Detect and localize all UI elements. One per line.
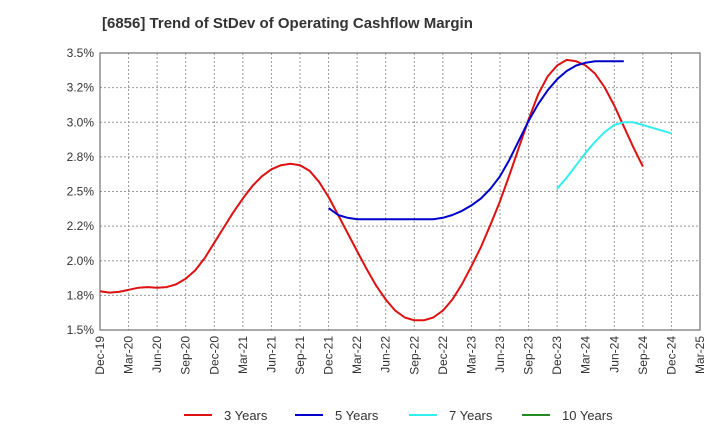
legend-item-3-years: 3 Years — [184, 404, 267, 426]
y-tick-label: 3.2% — [67, 81, 95, 95]
series-line-3-years — [99, 58, 644, 322]
legend-item-10-years: 10 Years — [522, 404, 613, 426]
x-tick-label: Sep-22 — [407, 336, 421, 375]
x-tick-label: Sep-24 — [636, 336, 650, 375]
legend-swatch-5-years — [295, 414, 323, 416]
x-tick-label: Dec-19 — [93, 336, 107, 375]
x-tick-label: Jun-20 — [150, 336, 164, 373]
series-line-7-years — [556, 121, 672, 190]
x-tick-label: Dec-24 — [664, 336, 678, 375]
y-tick-label: 2.8% — [67, 150, 95, 164]
legend: 3 Years 5 Years 7 Years 10 Years — [0, 404, 720, 426]
x-tick-label: Sep-21 — [293, 336, 307, 375]
legend-label-7-years: 7 Years — [449, 407, 493, 423]
x-tick-label: Jun-21 — [264, 336, 278, 373]
x-tick-label: Sep-20 — [179, 336, 193, 375]
x-tick-label: Mar-24 — [579, 336, 593, 374]
legend-label-10-years: 10 Years — [562, 407, 613, 423]
y-tick-label: 2.0% — [67, 254, 95, 268]
legend-label-5-years: 5 Years — [335, 407, 379, 423]
y-tick-label: 3.0% — [67, 115, 95, 129]
chart-title: [6856] Trend of StDev of Operating Cashf… — [102, 15, 473, 32]
x-tick-label: Dec-21 — [322, 336, 336, 375]
plot-frame — [99, 52, 701, 331]
x-tick-label: Jun-24 — [607, 336, 621, 373]
x-tick-label: Mar-20 — [122, 336, 136, 374]
x-tick-label: Jun-23 — [493, 336, 507, 373]
x-tick-label: Mar-21 — [236, 336, 250, 374]
y-tick-label: 1.5% — [67, 323, 95, 337]
legend-label-3-years: 3 Years — [224, 407, 268, 423]
x-tick-label: Dec-22 — [436, 336, 450, 375]
grid — [99, 52, 701, 331]
x-tick-label: Sep-23 — [522, 336, 536, 375]
legend-swatch-3-years — [184, 414, 212, 416]
x-tick-label: Jun-22 — [379, 336, 393, 373]
x-tick-label: Mar-22 — [350, 336, 364, 374]
y-tick-label: 2.5% — [67, 185, 95, 199]
series-line-5-years — [328, 60, 624, 221]
legend-swatch-10-years — [522, 414, 550, 416]
axes: Dec-19 Mar-20 Jun-20 Sep-20 Dec-20 Mar-21 Jun-… — [67, 46, 707, 375]
x-tick-label: Dec-23 — [550, 336, 564, 375]
x-tick-label: Mar-23 — [464, 336, 478, 374]
x-tick-label: Mar-25 — [693, 336, 707, 374]
legend-item-5-years: 5 Years — [295, 404, 378, 426]
series-lines — [99, 58, 672, 322]
y-tick-label: 2.2% — [67, 219, 95, 233]
y-tick-label: 1.8% — [67, 288, 95, 302]
y-tick-label: 3.5% — [67, 46, 95, 60]
legend-swatch-7-years — [409, 414, 437, 416]
x-tick-label: Dec-20 — [207, 336, 221, 375]
legend-item-7-years: 7 Years — [409, 404, 492, 426]
